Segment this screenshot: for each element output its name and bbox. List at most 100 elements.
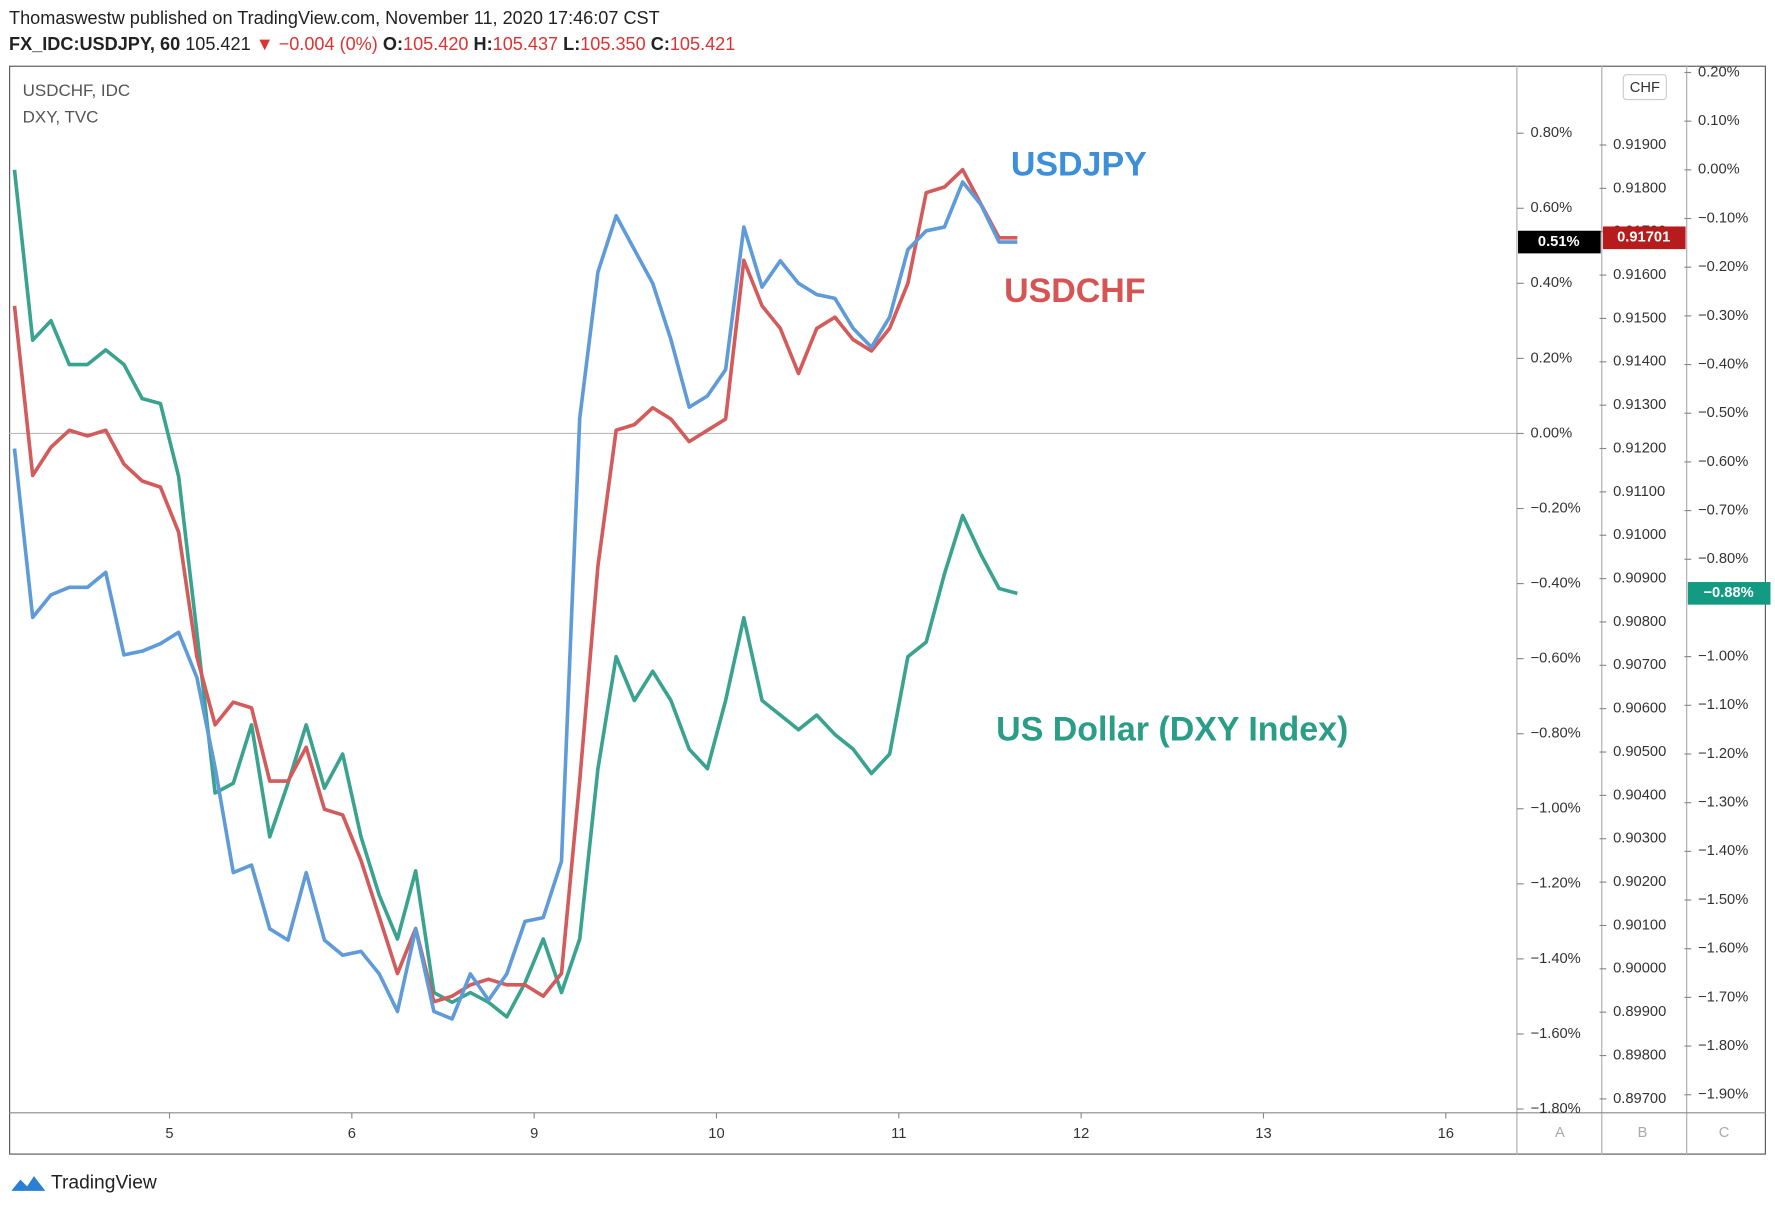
y-tick-label: 0.90300	[1613, 831, 1666, 847]
y-tick-label: 0.91300	[1613, 397, 1666, 413]
y-tick-label: 0.00%	[1698, 162, 1740, 178]
ohlc-label: H:	[474, 34, 493, 54]
y-tick-label: 0.90700	[1613, 657, 1666, 673]
y-tick-label: 0.60%	[1530, 200, 1572, 216]
last-value-label: 0.91701	[1617, 230, 1670, 246]
ohlc-label: C:	[651, 34, 670, 54]
legend-item: DXY, TVC	[23, 107, 99, 126]
y-tick-label: −1.00%	[1530, 801, 1580, 817]
brand: TradingView	[51, 1173, 157, 1194]
scale-button[interactable]: C	[1719, 1125, 1730, 1141]
brand-logo	[11, 1176, 46, 1191]
y-tick-label: −1.20%	[1530, 876, 1580, 892]
x-tick-label: 16	[1438, 1126, 1454, 1142]
y-tick-label: −0.80%	[1698, 551, 1748, 567]
y-tick-label: 0.90600	[1613, 701, 1666, 717]
y-tick-label: −1.80%	[1530, 1101, 1580, 1117]
symbol-line: FX_IDC:USDJPY, 60 105.421 ▼ −0.004 (0%) …	[9, 34, 735, 54]
y-tick-label: −1.60%	[1698, 941, 1748, 957]
symbol: FX_IDC:USDJPY, 60	[9, 34, 180, 54]
y-tick-label: 0.80%	[1530, 125, 1572, 141]
y-tick-label: −1.40%	[1530, 951, 1580, 967]
ohlc-value: 105.421	[670, 34, 735, 54]
last-value-label: 0.51%	[1538, 234, 1580, 250]
ohlc-value: 105.350	[580, 34, 645, 54]
y-tick-label: −0.50%	[1698, 405, 1748, 421]
y-tick-label: −1.30%	[1698, 795, 1748, 811]
frame	[9, 65, 1766, 1155]
y-tick-label: 0.91200	[1613, 440, 1666, 456]
y-tick-label: −1.90%	[1698, 1087, 1748, 1103]
x-tick-label: 13	[1255, 1126, 1271, 1142]
x-tick-label: 10	[708, 1126, 724, 1142]
y-tick-label: −1.80%	[1698, 1038, 1748, 1054]
y-tick-label: −1.10%	[1698, 697, 1748, 713]
x-tick-label: 6	[348, 1126, 356, 1142]
y-tick-label: −1.40%	[1698, 843, 1748, 859]
y-tick-label: −1.00%	[1698, 649, 1748, 665]
scale-button[interactable]: A	[1555, 1125, 1565, 1141]
annotation: US Dollar (DXY Index)	[996, 710, 1348, 748]
y-tick-label: 0.00%	[1530, 425, 1572, 441]
y-tick-label: 0.89900	[1613, 1004, 1666, 1020]
y-tick-label: 0.89700	[1613, 1091, 1666, 1107]
x-tick-label: 11	[891, 1126, 906, 1142]
y-tick-label: 0.10%	[1698, 113, 1740, 129]
y-tick-label: 0.91000	[1613, 527, 1666, 543]
y-tick-label: 0.40%	[1530, 275, 1572, 291]
y-tick-label: 0.90000	[1613, 961, 1666, 977]
y-tick-label: 0.90800	[1613, 614, 1666, 630]
y-tick-label: −1.50%	[1698, 892, 1748, 908]
y-tick-label: 0.90500	[1613, 744, 1666, 760]
y-tick-label: −0.10%	[1698, 210, 1748, 226]
last-value-box	[1687, 582, 1771, 605]
y-tick-label: −0.60%	[1698, 454, 1748, 470]
series-line	[12, 167, 1018, 1004]
ohlc-label: L:	[563, 34, 580, 54]
y-tick-label: −1.20%	[1698, 746, 1748, 762]
x-tick-label: 5	[165, 1126, 173, 1142]
unit-label: CHF	[1630, 80, 1660, 96]
published-line: Thomaswestw published on TradingView.com…	[9, 8, 660, 28]
y-tick-label: 0.91800	[1613, 180, 1666, 196]
last-value-box	[1518, 230, 1601, 254]
ohlc-value: 105.420	[403, 34, 468, 54]
ohlc-label: O:	[383, 34, 403, 54]
y-tick-label: −1.60%	[1530, 1026, 1580, 1042]
series-line	[12, 180, 1018, 1021]
y-tick-label: 0.89800	[1613, 1047, 1666, 1063]
y-tick-label: 0.91600	[1613, 267, 1666, 283]
y-tick-label: −0.40%	[1530, 575, 1580, 591]
y-tick-label: −0.70%	[1698, 502, 1748, 518]
y-tick-label: 0.90400	[1613, 787, 1666, 803]
y-tick-label: 0.90100	[1613, 917, 1666, 933]
y-tick-label: −0.20%	[1698, 259, 1748, 275]
y-tick-label: −0.80%	[1530, 726, 1580, 742]
last-value-label: −0.88%	[1703, 585, 1753, 601]
y-tick-label: 0.91500	[1613, 310, 1666, 326]
y-tick-label: −0.40%	[1698, 356, 1748, 372]
change: ▼ −0.004 (0%)	[256, 34, 378, 54]
annotation: USDJPY	[1011, 145, 1147, 183]
y-tick-label: 0.20%	[1530, 350, 1572, 366]
y-tick-label: −0.60%	[1530, 651, 1580, 667]
last-price: 105.421	[185, 34, 250, 54]
y-tick-label: 0.91100	[1613, 484, 1665, 500]
x-tick-label: 12	[1073, 1126, 1089, 1142]
y-tick-label: −1.70%	[1698, 989, 1748, 1005]
x-tick-label: 9	[530, 1126, 538, 1142]
scale-button[interactable]: B	[1638, 1125, 1648, 1141]
y-tick-label: −0.30%	[1698, 308, 1748, 324]
annotation: USDCHF	[1004, 272, 1145, 310]
legend-item: USDCHF, IDC	[23, 81, 130, 100]
ohlc-value: 105.437	[493, 34, 558, 54]
y-tick-label: 0.20%	[1698, 64, 1740, 80]
y-tick-label: 0.91900	[1613, 137, 1666, 153]
y-tick-label: 0.90900	[1613, 570, 1666, 586]
y-tick-label: 0.90200	[1613, 874, 1666, 890]
last-value-box	[1602, 226, 1686, 250]
unit-box	[1622, 74, 1667, 101]
series-line	[12, 169, 1018, 1019]
